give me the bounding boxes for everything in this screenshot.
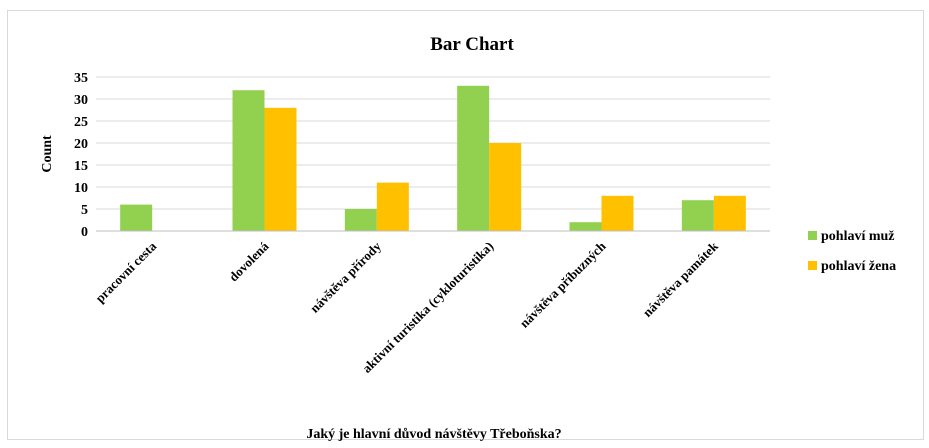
x-category-label: dovolená bbox=[226, 238, 272, 284]
x-category-label: návštěva přírody bbox=[307, 238, 384, 315]
x-category-label: pracovní cesta bbox=[92, 238, 159, 305]
bar bbox=[681, 200, 714, 231]
y-axis-label: Count bbox=[40, 135, 55, 173]
legend-label: pohlaví žena bbox=[821, 259, 896, 274]
bar bbox=[601, 195, 634, 231]
legend-swatch bbox=[808, 231, 817, 240]
x-category-label: návštěva příbuzných bbox=[517, 238, 610, 331]
bar bbox=[713, 195, 746, 231]
y-tick-label: 25 bbox=[74, 115, 88, 130]
bar bbox=[489, 143, 522, 231]
x-category-label: aktivní turistika (cykloturistika) bbox=[359, 239, 496, 376]
bar bbox=[569, 222, 602, 231]
y-tick-label: 20 bbox=[74, 137, 88, 152]
y-tick-label: 0 bbox=[81, 225, 88, 240]
y-tick-label: 30 bbox=[74, 93, 88, 108]
bar bbox=[120, 204, 153, 231]
legend-swatch bbox=[808, 261, 817, 270]
bar bbox=[232, 90, 265, 231]
y-tick-label: 5 bbox=[81, 203, 88, 218]
chart-frame bbox=[7, 10, 924, 440]
x-category-label: návštěva památek bbox=[640, 238, 722, 320]
y-tick-label: 15 bbox=[74, 159, 88, 174]
x-category-labels: pracovní cesta dovolená návštěva přírodyak… bbox=[92, 238, 721, 376]
grid-lines bbox=[96, 76, 770, 210]
legend-label: pohlaví muž bbox=[821, 229, 895, 244]
legend: pohlaví muž pohlaví žena bbox=[808, 229, 896, 274]
bar bbox=[344, 209, 377, 231]
chart-title: Bar Chart bbox=[430, 34, 514, 55]
bars bbox=[120, 85, 746, 231]
x-axis-label: Jaký je hlavní důvod návštěvy Třeboňska? bbox=[306, 427, 561, 442]
y-tick-label: 35 bbox=[74, 71, 88, 86]
y-tick-label: 10 bbox=[74, 181, 88, 196]
bar bbox=[376, 182, 409, 231]
bar bbox=[457, 85, 490, 231]
bar bbox=[264, 107, 297, 231]
y-tick-labels: 0 5 10 15 20 25 30 35 bbox=[74, 71, 88, 240]
